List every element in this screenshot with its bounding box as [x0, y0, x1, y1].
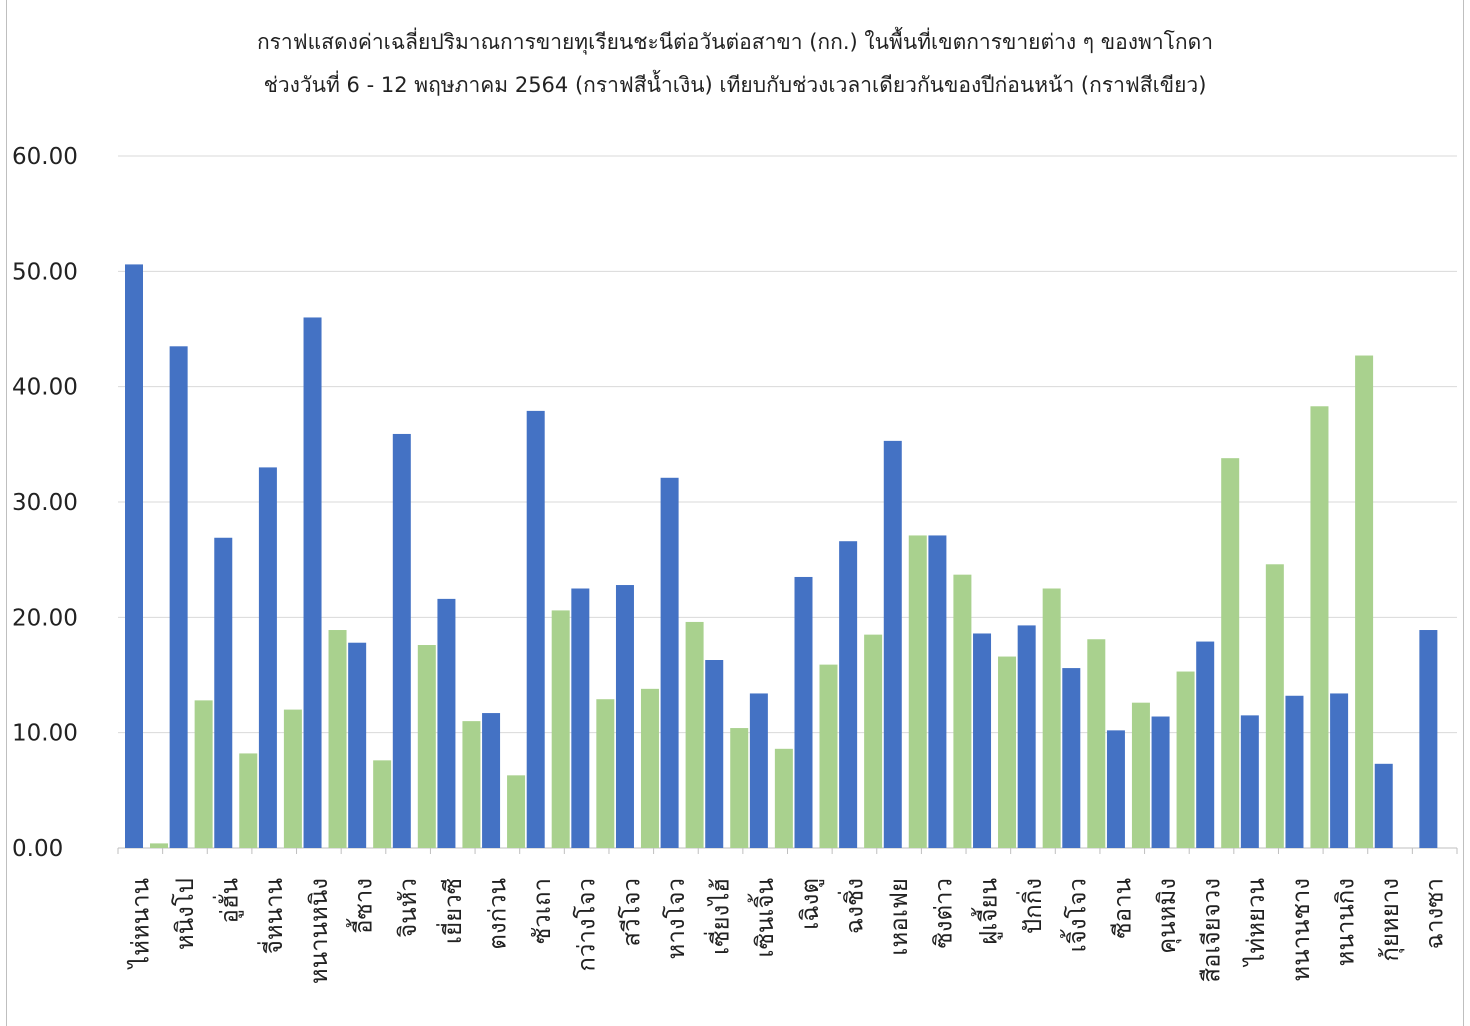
- bar: [685, 621, 704, 848]
- x-tick-label: หนิงโป: [171, 878, 199, 950]
- bar: [973, 633, 992, 848]
- x-tick-label: สวีโจว: [617, 878, 645, 947]
- bar: [1196, 641, 1215, 848]
- bar: [1151, 716, 1170, 848]
- x-tick-label: กุ้ยหยาง: [1376, 878, 1405, 962]
- bar: [998, 656, 1017, 848]
- chart-subtitle: ช่วงวันที่ 6 - 12 พฤษภาคม 2564 (กราฟสีน้…: [263, 73, 1207, 97]
- bar: [1017, 625, 1036, 848]
- bar: [551, 610, 570, 848]
- x-tick-label: ฝูเจี้ยน: [970, 878, 1003, 945]
- y-tick-label: 50.00: [12, 259, 78, 285]
- x-tick-label: ซัวเถา: [528, 878, 556, 944]
- x-tick-label: หนานกิง: [1331, 878, 1359, 966]
- x-tick-label: ไห่หนาน: [126, 878, 154, 970]
- bar: [437, 598, 456, 848]
- bar: [908, 535, 927, 848]
- x-tick-label: สือเจียจวง: [1198, 878, 1226, 983]
- bar: [194, 700, 213, 848]
- x-tick-label: ฉงชิ่ง: [837, 878, 868, 934]
- bar: [1176, 671, 1195, 848]
- x-tick-label: หนานชาง: [1287, 878, 1315, 982]
- bar: [1374, 763, 1393, 848]
- bar: [596, 699, 615, 848]
- bar: [794, 576, 813, 848]
- bar: [526, 410, 545, 848]
- bar: [462, 721, 481, 848]
- x-tick-label: ซิงต่าว: [930, 878, 958, 949]
- bar: [883, 440, 902, 848]
- bar: [1221, 458, 1240, 848]
- y-tick-label: 60.00: [12, 144, 78, 170]
- bar: [1355, 355, 1374, 848]
- x-tick-label: ปักกิ่ง: [1016, 878, 1047, 934]
- x-tick-label: เซินเจิ้น: [747, 878, 779, 958]
- x-tick-label: คุนหมิง: [1153, 878, 1182, 954]
- x-tick-label: หางโจว: [662, 878, 690, 959]
- bar: [1265, 564, 1284, 848]
- x-tick-label: กว่างโจว: [573, 878, 601, 972]
- bar: [705, 660, 724, 848]
- bar: [1062, 668, 1081, 848]
- bar: [1419, 630, 1438, 848]
- x-tick-label: จี่หนาน: [257, 878, 288, 954]
- bar: [1106, 730, 1125, 848]
- bar: [730, 728, 749, 848]
- y-tick-label: 40.00: [12, 375, 78, 401]
- bar: [928, 535, 947, 848]
- x-tick-label: เฉิงตู: [796, 878, 825, 930]
- x-tick-label: เซี่ยงไฮ้: [704, 878, 735, 955]
- bar: [819, 664, 838, 848]
- bar: [303, 317, 322, 848]
- bar: [507, 775, 526, 848]
- bar: [1087, 639, 1106, 848]
- bar: [660, 477, 679, 848]
- bar: [1310, 406, 1329, 848]
- y-tick-label: 0.00: [12, 836, 63, 862]
- x-tick-label: จินหัว: [394, 878, 422, 938]
- bar: [1285, 695, 1304, 848]
- bar: [348, 642, 367, 848]
- bar: [417, 645, 436, 848]
- bar: [482, 713, 501, 848]
- bar: [373, 760, 392, 848]
- x-tick-label: ไท่หยวน: [1242, 878, 1270, 968]
- y-tick-label: 20.00: [12, 605, 78, 631]
- bar: [615, 585, 634, 848]
- bar: [150, 843, 168, 848]
- chart-frame: [6, 0, 1464, 1026]
- y-tick-label: 30.00: [12, 490, 78, 516]
- bar: [774, 748, 793, 848]
- x-tick-label: เหอเฟย: [885, 878, 913, 956]
- bar: [328, 630, 347, 848]
- bar: [214, 537, 233, 848]
- bar: [283, 709, 302, 848]
- x-tick-label: ฉางซา: [1421, 878, 1449, 949]
- bar: [239, 753, 258, 848]
- bar: [125, 264, 143, 848]
- bar: [1330, 693, 1349, 848]
- x-tick-label: เจิ้งโจว: [1060, 878, 1092, 952]
- x-tick-label: ซีอาน: [1108, 878, 1136, 939]
- bar: [571, 588, 590, 848]
- x-tick-label: อี้ซาง: [345, 878, 377, 934]
- bar: [749, 693, 768, 848]
- bar: [1240, 715, 1259, 848]
- x-tick-label: อู่ฮั่น: [213, 878, 245, 923]
- bar: [392, 433, 411, 848]
- bar: [169, 346, 188, 848]
- x-tick-label: หนานหนิง: [305, 878, 333, 984]
- x-tick-label: เยี่ยวซี: [436, 878, 467, 944]
- bar: [864, 634, 883, 848]
- bar: [1131, 702, 1150, 848]
- bar: [839, 541, 858, 848]
- bar: [640, 688, 659, 848]
- y-tick-label: 10.00: [12, 721, 78, 747]
- bar: [953, 574, 972, 848]
- chart-title: กราฟแสดงค่าเฉลี่ยปริมาณการขายทุเรียนชะนี…: [256, 30, 1214, 54]
- x-tick-label: ตงก่วน: [483, 878, 511, 950]
- bar: [258, 467, 277, 848]
- bar: [1042, 588, 1061, 848]
